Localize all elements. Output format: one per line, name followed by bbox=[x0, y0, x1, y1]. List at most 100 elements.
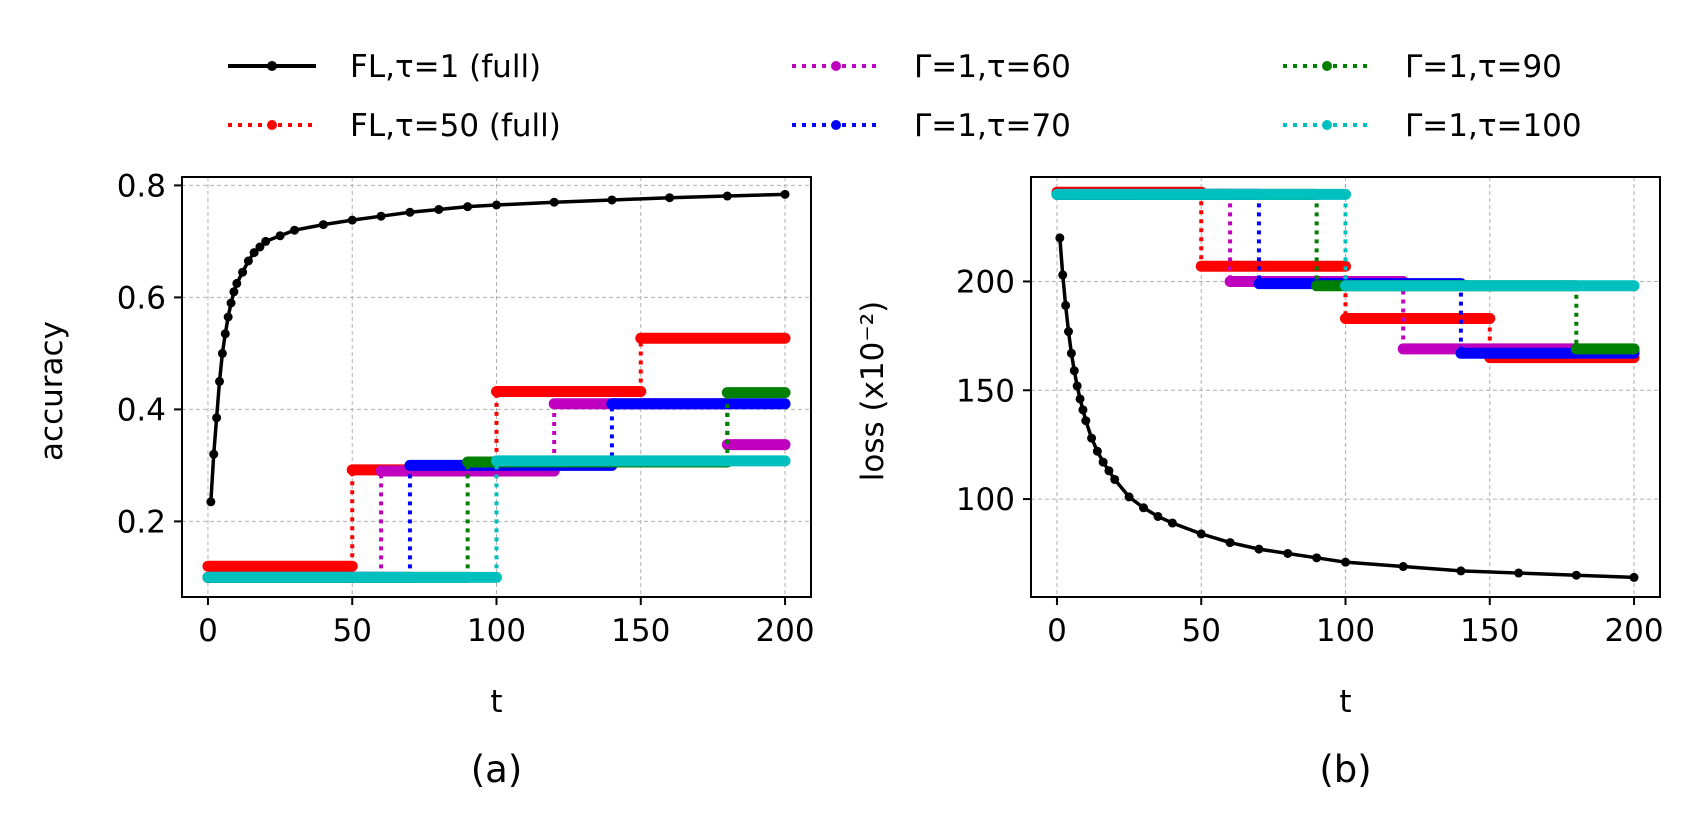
y-tick-label: 200 bbox=[956, 264, 1015, 300]
x-axis-label: t bbox=[490, 684, 502, 720]
legend-marker bbox=[1322, 120, 1332, 130]
x-tick-label: 200 bbox=[1604, 613, 1663, 649]
panel-caption: (b) bbox=[1319, 748, 1371, 791]
data-point bbox=[1514, 568, 1524, 578]
data-point bbox=[1069, 366, 1079, 376]
data-point bbox=[463, 202, 473, 212]
data-point bbox=[549, 197, 559, 207]
data-point bbox=[1104, 466, 1114, 476]
plot-area bbox=[202, 189, 791, 583]
x-tick-label: 100 bbox=[1316, 613, 1375, 649]
legend-marker bbox=[1322, 61, 1332, 71]
data-point bbox=[209, 449, 219, 459]
legend-label: Γ=1,τ=100 bbox=[1405, 108, 1582, 144]
legend-item-1-90: Γ=1,τ=90 bbox=[1283, 49, 1562, 85]
data-point bbox=[1283, 548, 1293, 558]
legend-item-fl-1-full: FL,τ=1 (full) bbox=[228, 49, 541, 85]
data-point bbox=[1225, 538, 1235, 548]
data-point bbox=[1058, 270, 1068, 280]
legend-label: FL,τ=1 (full) bbox=[350, 49, 541, 85]
legend-marker bbox=[831, 120, 841, 130]
data-point bbox=[290, 225, 300, 235]
data-point bbox=[1055, 233, 1065, 243]
legend-item-1-70: Γ=1,τ=70 bbox=[792, 108, 1071, 144]
y-tick-label: 0.8 bbox=[117, 168, 166, 204]
data-point bbox=[1061, 300, 1071, 310]
panel-caption: (a) bbox=[471, 748, 523, 791]
legend-marker bbox=[831, 61, 841, 71]
x-tick-label: 50 bbox=[333, 613, 372, 649]
data-point bbox=[1081, 416, 1091, 426]
data-point bbox=[347, 215, 357, 225]
x-tick-label: 150 bbox=[1460, 613, 1519, 649]
data-point bbox=[434, 204, 444, 214]
data-point bbox=[1629, 572, 1639, 582]
data-point bbox=[1167, 518, 1177, 528]
data-point bbox=[215, 376, 225, 386]
legend-marker bbox=[267, 120, 277, 130]
data-point bbox=[220, 329, 230, 339]
x-tick-label: 100 bbox=[467, 613, 526, 649]
data-point bbox=[1066, 348, 1076, 358]
legend-item-1-100: Γ=1,τ=100 bbox=[1283, 108, 1582, 144]
data-point bbox=[243, 256, 253, 266]
data-point bbox=[1124, 492, 1134, 502]
legend-label: Γ=1,τ=70 bbox=[914, 108, 1071, 144]
y-tick-label: 0.4 bbox=[117, 392, 166, 428]
data-point bbox=[1398, 562, 1408, 572]
y-tick-label: 100 bbox=[956, 482, 1015, 518]
data-point bbox=[1254, 544, 1264, 554]
data-point bbox=[217, 348, 227, 358]
panel-a: 0 50 100 150 200 0.2 0.4 0.6 0.8 t accuracy (a) bbox=[34, 168, 815, 791]
data-point bbox=[318, 220, 328, 230]
legend-label: Γ=1,τ=90 bbox=[1405, 49, 1562, 85]
series-1-100 bbox=[202, 455, 791, 583]
legend-item-1-60: Γ=1,τ=60 bbox=[792, 49, 1071, 85]
y-tick-label: 0.2 bbox=[117, 504, 166, 540]
x-tick-label: 200 bbox=[755, 613, 814, 649]
data-point bbox=[405, 207, 415, 217]
y-axis-label: loss (x10⁻²) bbox=[855, 301, 891, 482]
legend-item-fl-50-full: FL,τ=50 (full) bbox=[228, 108, 561, 144]
y-axis-label: accuracy bbox=[34, 321, 70, 461]
data-point bbox=[206, 497, 216, 507]
series-1-100 bbox=[1051, 188, 1640, 292]
plot-area bbox=[1051, 186, 1640, 582]
legend-label: Γ=1,τ=60 bbox=[914, 49, 1071, 85]
data-point bbox=[1098, 457, 1108, 467]
data-point bbox=[376, 211, 386, 221]
data-point bbox=[1456, 566, 1466, 576]
data-point bbox=[1078, 405, 1088, 415]
data-point bbox=[261, 236, 271, 246]
legend-label: FL,τ=50 (full) bbox=[350, 108, 561, 144]
data-point bbox=[1092, 446, 1102, 456]
data-point bbox=[232, 278, 242, 288]
data-point bbox=[249, 248, 259, 258]
data-point bbox=[1153, 511, 1163, 521]
data-point bbox=[238, 267, 248, 277]
data-point bbox=[223, 312, 233, 322]
data-point bbox=[226, 298, 236, 308]
data-point bbox=[607, 195, 617, 205]
data-point bbox=[665, 193, 675, 203]
x-tick-label: 0 bbox=[1047, 613, 1067, 649]
data-point bbox=[212, 413, 222, 423]
data-point bbox=[1075, 394, 1085, 404]
data-point bbox=[229, 287, 239, 297]
series-fl-1-full bbox=[1055, 233, 1639, 582]
data-point bbox=[1341, 557, 1350, 567]
data-point bbox=[492, 200, 501, 210]
legend: FL,τ=1 (full) FL,τ=50 (full) Γ=1,τ=60 Γ=1,τ… bbox=[228, 49, 1582, 144]
x-axis-label: t bbox=[1339, 684, 1351, 720]
series-1-70 bbox=[1051, 188, 1640, 359]
data-point bbox=[1196, 529, 1206, 539]
y-tick-label: 150 bbox=[956, 373, 1015, 409]
data-point bbox=[722, 191, 732, 201]
panel-b: 0 50 100 150 200 100 150 200 t loss (x10⁻²) (b) bbox=[855, 176, 1664, 791]
x-tick-label: 150 bbox=[611, 613, 670, 649]
x-tick-label: 50 bbox=[1182, 613, 1221, 649]
data-point bbox=[275, 231, 285, 241]
x-tick-label: 0 bbox=[198, 613, 218, 649]
data-point bbox=[1064, 327, 1074, 337]
